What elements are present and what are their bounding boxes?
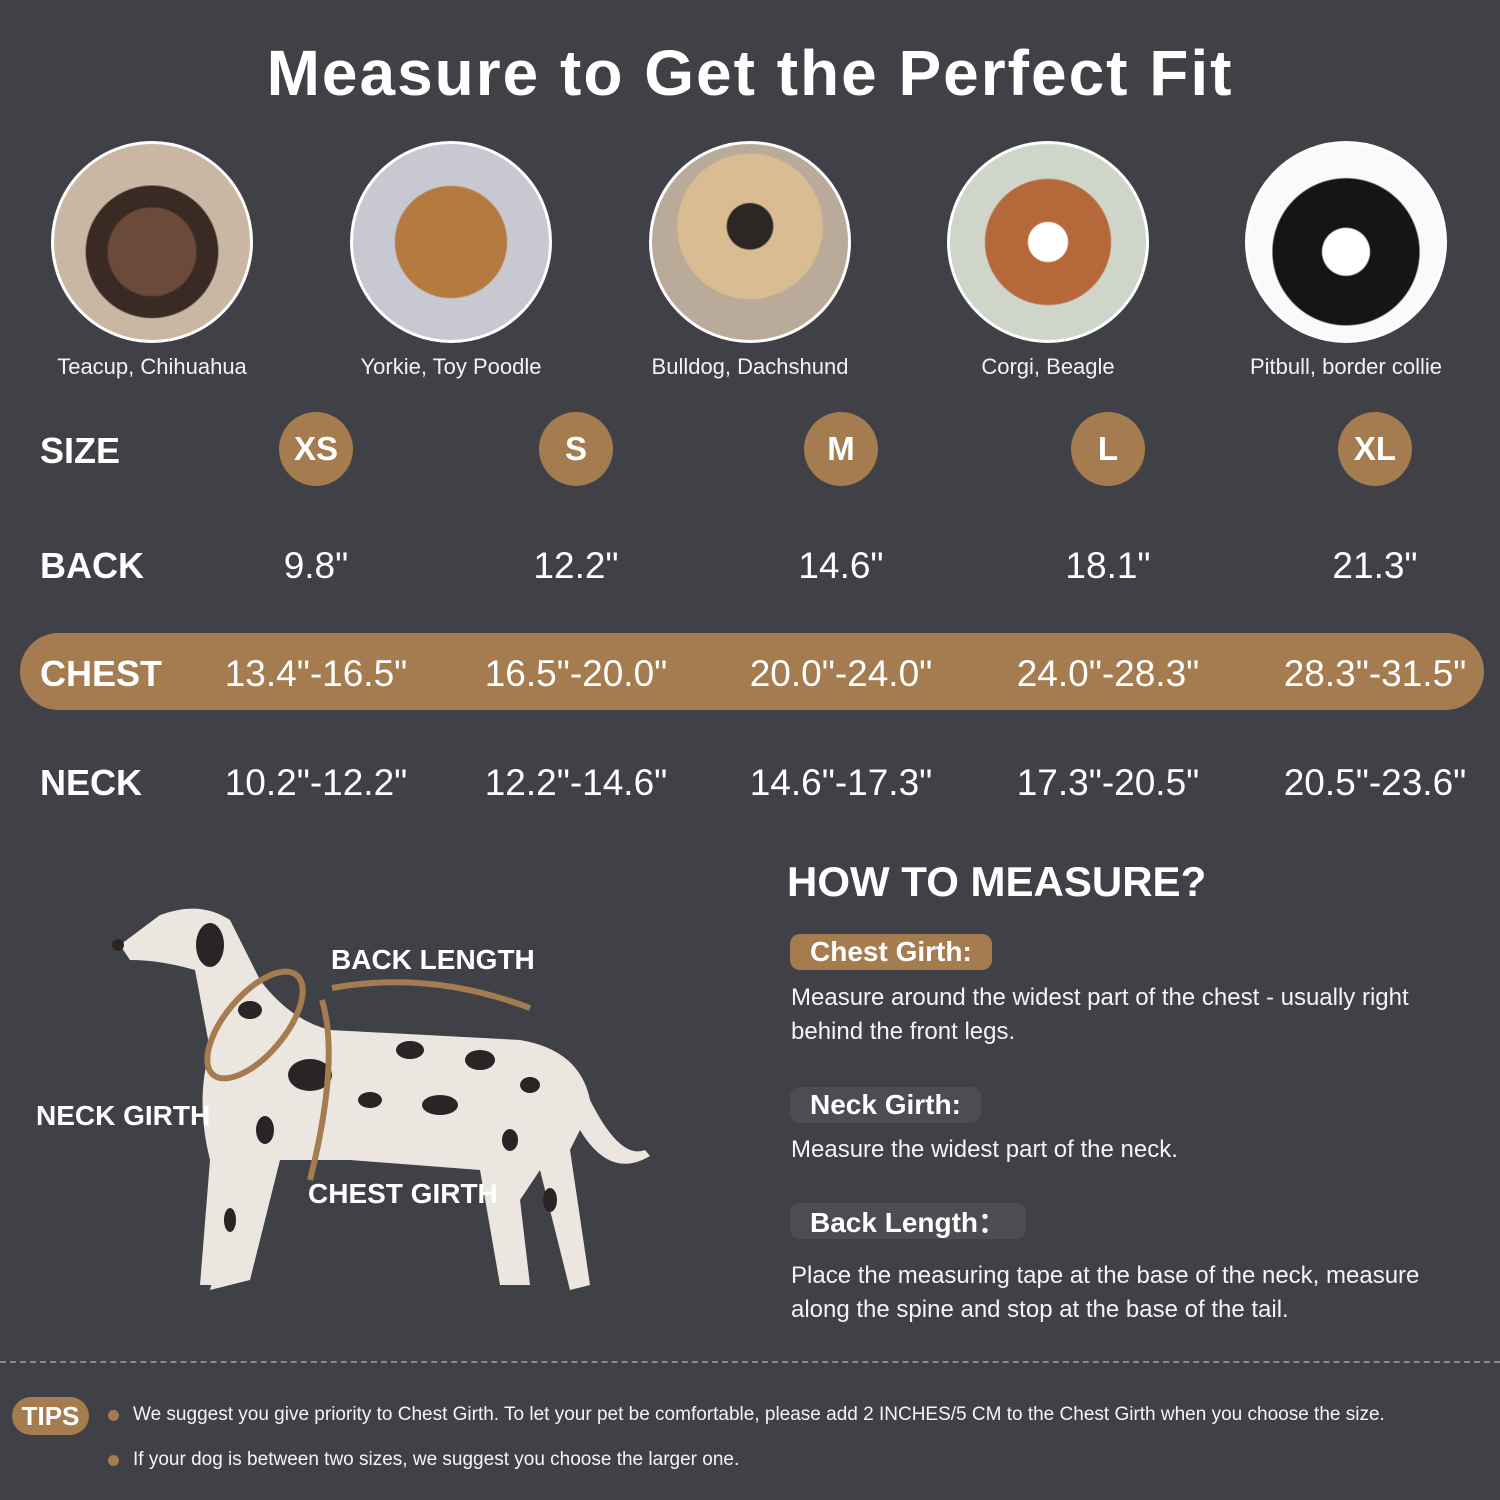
size-badge: M: [804, 412, 878, 486]
how-to-heading: HOW TO MEASURE?: [787, 858, 1207, 905]
back-cell: 18.1": [1065, 545, 1151, 586]
chest-cell: 24.0"-28.3": [1016, 653, 1200, 694]
chest-girth-pill: Chest Girth:: [790, 934, 992, 970]
tip-text: If your dog is between two sizes, we sug…: [133, 1449, 740, 1470]
back-cell: 14.6": [798, 545, 884, 586]
beagle-photo: [947, 141, 1149, 343]
chihuahua-photo: [51, 141, 253, 343]
pug-photo: [649, 141, 851, 343]
chest-row-label: CHEST: [40, 653, 163, 694]
size-badge: XS: [279, 412, 353, 486]
dalmatian-diagram: [112, 908, 650, 1290]
back-cell: 21.3": [1332, 545, 1418, 586]
tips-badge: TIPS: [12, 1397, 89, 1435]
neck-girth-label: NECK GIRTH: [36, 1100, 211, 1131]
size-badge: S: [539, 412, 613, 486]
yorkie-photo: [350, 141, 552, 343]
neck-cell: 12.2"-14.6": [484, 762, 668, 803]
page-title: Measure to Get the Perfect Fit: [266, 37, 1234, 109]
neck-cell: 20.5"-23.6": [1283, 762, 1467, 803]
chest-cell: 13.4"-16.5": [224, 653, 408, 694]
tip-text: We suggest you give priority to Chest Gi…: [133, 1404, 1385, 1425]
back-cell: 9.8": [283, 545, 349, 586]
neck-girth-pill: Neck Girth:: [790, 1087, 981, 1123]
chest-girth-description: Measure around the widest part of the ch…: [791, 984, 1409, 1045]
neck-cell: 10.2"-12.2": [224, 762, 408, 803]
breed-label: Teacup, Chihuahua: [57, 354, 247, 379]
breed-label: Bulldog, Dachshund: [651, 354, 849, 379]
size-badge: XL: [1338, 412, 1412, 486]
size-badge: L: [1071, 412, 1145, 486]
bullet-icon: [108, 1409, 119, 1421]
back-length-description: Place the measuring tape at the base of …: [791, 1262, 1420, 1323]
back-length-label: BACK LENGTH: [331, 944, 535, 975]
breed-label: Pitbull, border collie: [1250, 354, 1442, 379]
tip-item: If your dog is between two sizes, we sug…: [108, 1449, 739, 1471]
neck-row-label: NECK: [40, 762, 143, 803]
neck-girth-description: Measure the widest part of the neck.: [791, 1136, 1178, 1163]
breed-label: Corgi, Beagle: [981, 354, 1115, 379]
neck-cell: 14.6"-17.3": [749, 762, 933, 803]
chest-cell: 28.3"-31.5": [1283, 653, 1467, 694]
chest-cell: 16.5"-20.0": [484, 653, 668, 694]
neck-cell: 17.3"-20.5": [1016, 762, 1200, 803]
tip-item: We suggest you give priority to Chest Gi…: [108, 1404, 1385, 1426]
bullet-icon: [108, 1454, 119, 1466]
chest-row-highlight: [20, 633, 1484, 710]
breed-label: Yorkie, Toy Poodle: [360, 354, 542, 379]
back-length-pill: Back Length：: [790, 1203, 1027, 1239]
border-collie-photo: [1245, 141, 1447, 343]
divider: [0, 1361, 1500, 1363]
back-row-label: BACK: [40, 545, 144, 586]
size-row-label: SIZE: [40, 430, 121, 471]
chest-girth-label: CHEST GIRTH: [308, 1178, 498, 1209]
back-cell: 12.2": [533, 545, 619, 586]
chest-cell: 20.0"-24.0": [749, 653, 933, 694]
